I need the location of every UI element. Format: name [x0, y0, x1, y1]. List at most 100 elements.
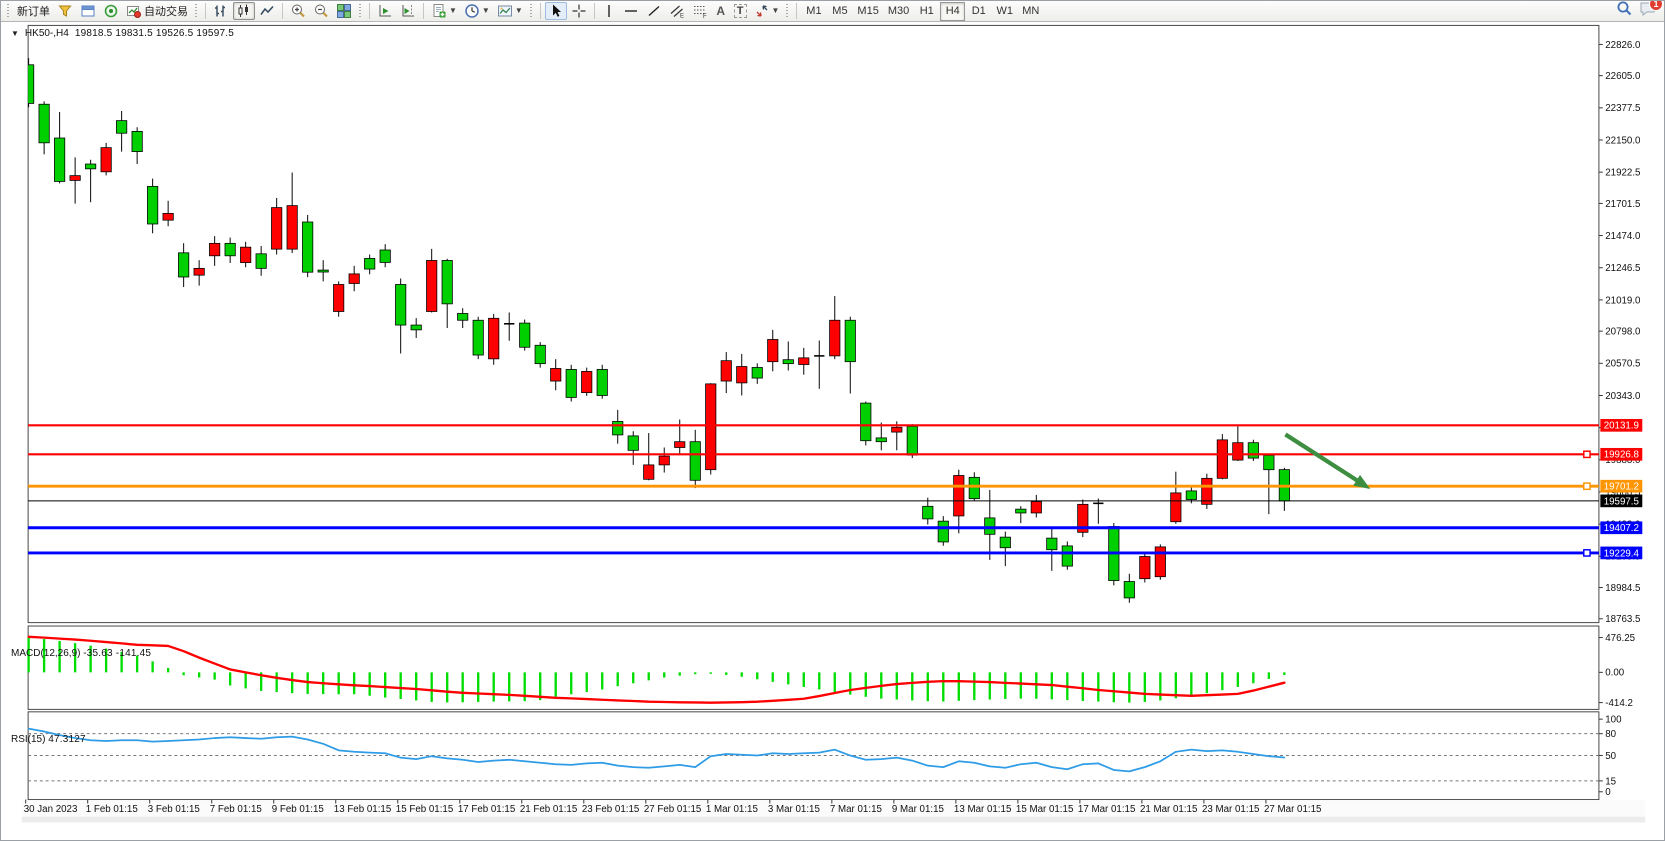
- price-tick-label: 19660.5: [1605, 487, 1641, 498]
- toolbar-right-tools: 1: [1616, 1, 1663, 22]
- candlestick-chart-button[interactable]: [233, 2, 255, 20]
- toolbar-grip[interactable]: [194, 3, 199, 19]
- candle: [829, 319, 841, 357]
- price-tick-label: 21922.5: [1605, 168, 1641, 179]
- symbol-ohlc-header[interactable]: ▼ HK50-,H4 19818.5 19831.5 19526.5 19597…: [11, 28, 234, 39]
- timeframe-button-M15[interactable]: M15: [857, 5, 879, 17]
- auto-scroll-button[interactable]: [374, 2, 396, 20]
- toolbar-grip[interactable]: [6, 3, 11, 19]
- tile-windows-icon: [336, 3, 352, 19]
- timeframe-button-H4[interactable]: H4: [940, 1, 966, 21]
- candle: [705, 383, 717, 471]
- rsi-tick-label: 15: [1605, 776, 1616, 787]
- cursor-icon: [548, 3, 564, 19]
- date-label: 15 Mar 01:15: [1016, 804, 1074, 815]
- candle: [1061, 545, 1073, 567]
- cursor-tool-button[interactable]: [544, 2, 567, 20]
- toolbar-grip[interactable]: [785, 3, 791, 19]
- price-line-label: 19701.2: [1604, 482, 1639, 493]
- arrow-head: [1353, 474, 1371, 490]
- templates-button[interactable]: ▼: [494, 2, 526, 20]
- candle: [627, 435, 639, 451]
- date-label: 9 Mar 01:15: [892, 804, 945, 815]
- date-label: 13 Mar 01:15: [954, 804, 1012, 815]
- hline-handle[interactable]: [1583, 450, 1591, 459]
- crosshair-tool-button[interactable]: [568, 2, 590, 20]
- new-chart-button[interactable]: ▼: [428, 2, 460, 20]
- candle: [860, 402, 872, 442]
- timeframe-button-M30[interactable]: M30: [887, 5, 910, 17]
- date-label: 23 Mar 01:15: [1202, 804, 1260, 815]
- date-label: 3 Feb 01:15: [148, 804, 201, 815]
- candle: [488, 317, 500, 360]
- price-line-label-box: [1600, 546, 1643, 560]
- search-icon[interactable]: [1616, 1, 1633, 22]
- fibonacci-icon: F: [692, 3, 708, 19]
- new-order-button[interactable]: 新订单: [14, 2, 53, 20]
- timeframe-button-M1[interactable]: M1: [806, 5, 822, 17]
- text-tool-button[interactable]: A: [712, 2, 730, 20]
- channel-tool-button[interactable]: E: [666, 2, 688, 20]
- collapse-caret-icon[interactable]: ▼: [11, 29, 19, 38]
- hline-handle[interactable]: [1583, 549, 1591, 557]
- notifications-button[interactable]: 1: [1639, 1, 1663, 22]
- chart-canvas[interactable]: 22826.0 22605.0 22377.5 22150.0 21922.5 21701…: [1, 22, 1665, 841]
- candle: [1123, 581, 1135, 599]
- candle: [1170, 492, 1182, 523]
- price-tick-label: 18984.5: [1605, 583, 1641, 594]
- timeframe-button-M5[interactable]: M5: [832, 5, 848, 17]
- arrows-tool-button[interactable]: ▼: [751, 2, 783, 20]
- timeframe-button-H1[interactable]: H1: [919, 5, 934, 17]
- chevron-down-icon: ▼: [771, 6, 780, 15]
- candle: [457, 313, 469, 321]
- candle: [581, 371, 593, 394]
- zoom-in-button[interactable]: [287, 2, 309, 20]
- window-button[interactable]: [77, 2, 99, 20]
- toolbar-grip[interactable]: [358, 3, 363, 19]
- price-line-label: 19407.2: [1604, 523, 1639, 534]
- timeframe-button-D1[interactable]: D1: [971, 5, 986, 17]
- text-tool-icon: A: [716, 4, 726, 18]
- candle: [844, 319, 856, 363]
- price-tick-label: 22150.0: [1605, 135, 1641, 146]
- tile-windows-button[interactable]: [333, 2, 355, 20]
- horizontal-line-tool-button[interactable]: [620, 2, 642, 20]
- candle: [534, 344, 546, 365]
- text-label-tool-button[interactable]: T: [731, 2, 750, 20]
- date-label: 7 Feb 01:15: [210, 804, 263, 815]
- rsi-title-label: RSI(15): [11, 734, 46, 745]
- fibonacci-tool-button[interactable]: F: [689, 2, 711, 20]
- zoom-out-button[interactable]: [310, 2, 332, 20]
- candle: [85, 163, 97, 170]
- window-icon: [80, 3, 96, 19]
- candle: [193, 267, 205, 276]
- auto-trading-button[interactable]: 自动交易: [123, 2, 191, 20]
- symbol-label: HK50-,H4: [24, 28, 69, 39]
- hline-handle[interactable]: [1583, 482, 1591, 491]
- vertical-line-tool-button[interactable]: [599, 2, 619, 20]
- price-line-label-box: [1600, 447, 1643, 461]
- chart-shift-button[interactable]: [397, 2, 419, 20]
- candle: [875, 437, 887, 443]
- bar-chart-button[interactable]: [210, 2, 232, 20]
- signals-button[interactable]: [100, 2, 122, 20]
- trendline-tool-button[interactable]: [643, 2, 665, 20]
- trendline-icon: [646, 3, 662, 19]
- macd-values-label: -35.63 -141.45: [83, 648, 152, 659]
- funnel-button[interactable]: [54, 2, 76, 20]
- arrow-annotation[interactable]: [1284, 432, 1371, 490]
- chevron-down-icon: ▼: [514, 6, 523, 15]
- price-tick-label: 20798.0: [1605, 327, 1641, 338]
- period-button[interactable]: ▼: [461, 2, 493, 20]
- timeframe-button-W1[interactable]: W1: [996, 5, 1013, 17]
- price-line-label-box: [1600, 479, 1643, 493]
- date-label: 23 Feb 01:15: [582, 804, 640, 815]
- candle: [162, 212, 174, 221]
- price-tick-label: 22605.0: [1605, 71, 1641, 82]
- line-chart-button[interactable]: [256, 2, 278, 20]
- toolbar: 新订单 自动交易: [1, 1, 1664, 22]
- funnel-icon: [57, 3, 73, 19]
- arrow-line[interactable]: [1284, 432, 1359, 483]
- timeframe-button-MN[interactable]: MN: [1022, 5, 1040, 17]
- toolbar-grip[interactable]: [528, 3, 534, 19]
